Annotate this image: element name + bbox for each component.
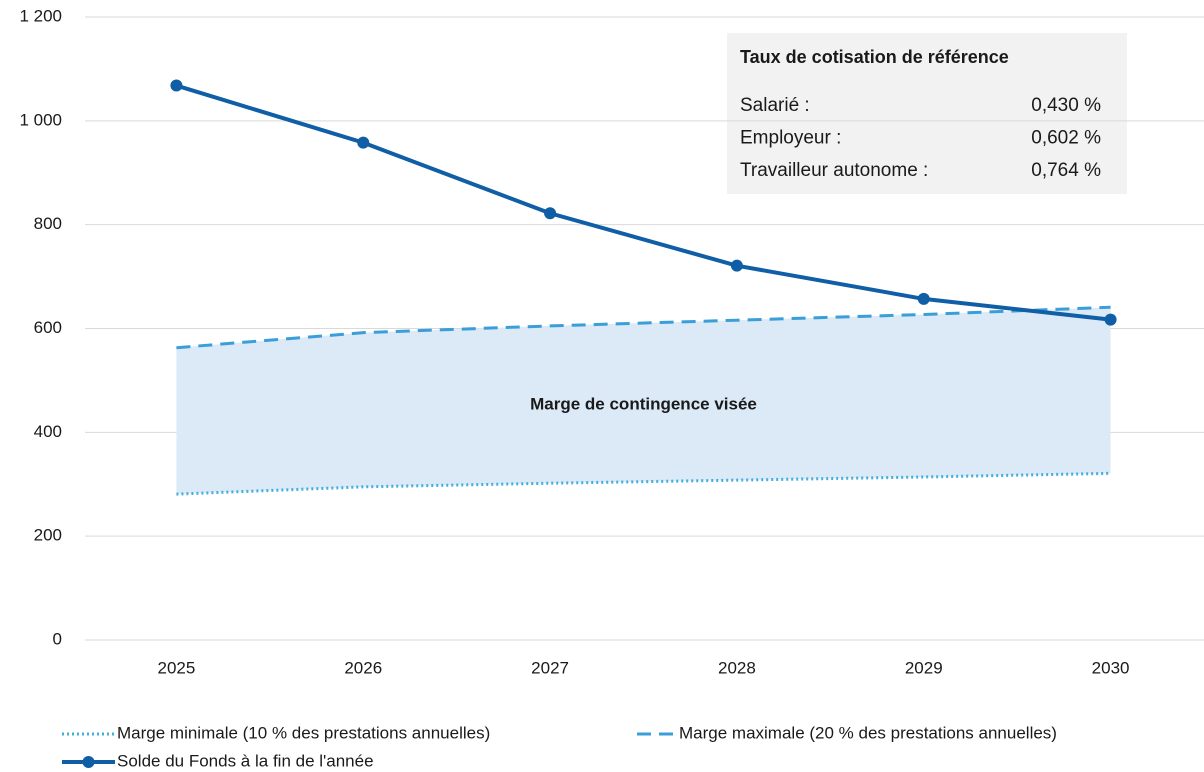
x-tick-label: 2025 xyxy=(158,658,196,677)
legend-label: Marge minimale (10 % des prestations ann… xyxy=(117,723,490,742)
y-tick-label: 200 xyxy=(34,526,62,545)
info-title: Taux de cotisation de référence xyxy=(740,47,1009,67)
series-line xyxy=(176,471,1111,496)
point xyxy=(917,292,930,305)
series-line xyxy=(176,305,1111,350)
legend-marker xyxy=(82,756,95,768)
point xyxy=(357,136,370,149)
series-line xyxy=(175,83,1111,322)
y-tick-label: 400 xyxy=(34,422,62,441)
y-tick-label: 800 xyxy=(34,214,62,233)
y-tick-label: 1 200 xyxy=(19,6,62,25)
contingency-band xyxy=(176,307,1111,495)
x-tick-label: 2030 xyxy=(1092,658,1130,677)
info-value: 0,764 % xyxy=(1031,160,1101,181)
legend-label: Marge maximale (20 % des prestations ann… xyxy=(679,723,1057,742)
x-tick-label: 2028 xyxy=(718,658,756,677)
x-tick-label: 2027 xyxy=(531,658,569,677)
y-tick-label: 600 xyxy=(34,318,62,337)
info-label: Travailleur autonome : xyxy=(740,160,928,181)
band-label: Marge de contingence visée xyxy=(530,394,757,413)
point xyxy=(544,207,557,220)
point xyxy=(170,79,183,92)
info-value: 0,430 % xyxy=(1031,95,1101,116)
info-label: Salarié : xyxy=(740,95,810,116)
point xyxy=(1104,313,1117,326)
info-value: 0,602 % xyxy=(1031,128,1101,149)
legend-label: Solde du Fonds à la fin de l'année xyxy=(117,751,374,770)
info-box xyxy=(727,33,1127,194)
x-tick-label: 2029 xyxy=(905,658,943,677)
x-tick-label: 2026 xyxy=(344,658,382,677)
point xyxy=(730,259,743,272)
info-label: Employeur : xyxy=(740,128,841,149)
y-tick-label: 0 xyxy=(53,629,62,648)
y-tick-label: 1 000 xyxy=(19,110,62,129)
